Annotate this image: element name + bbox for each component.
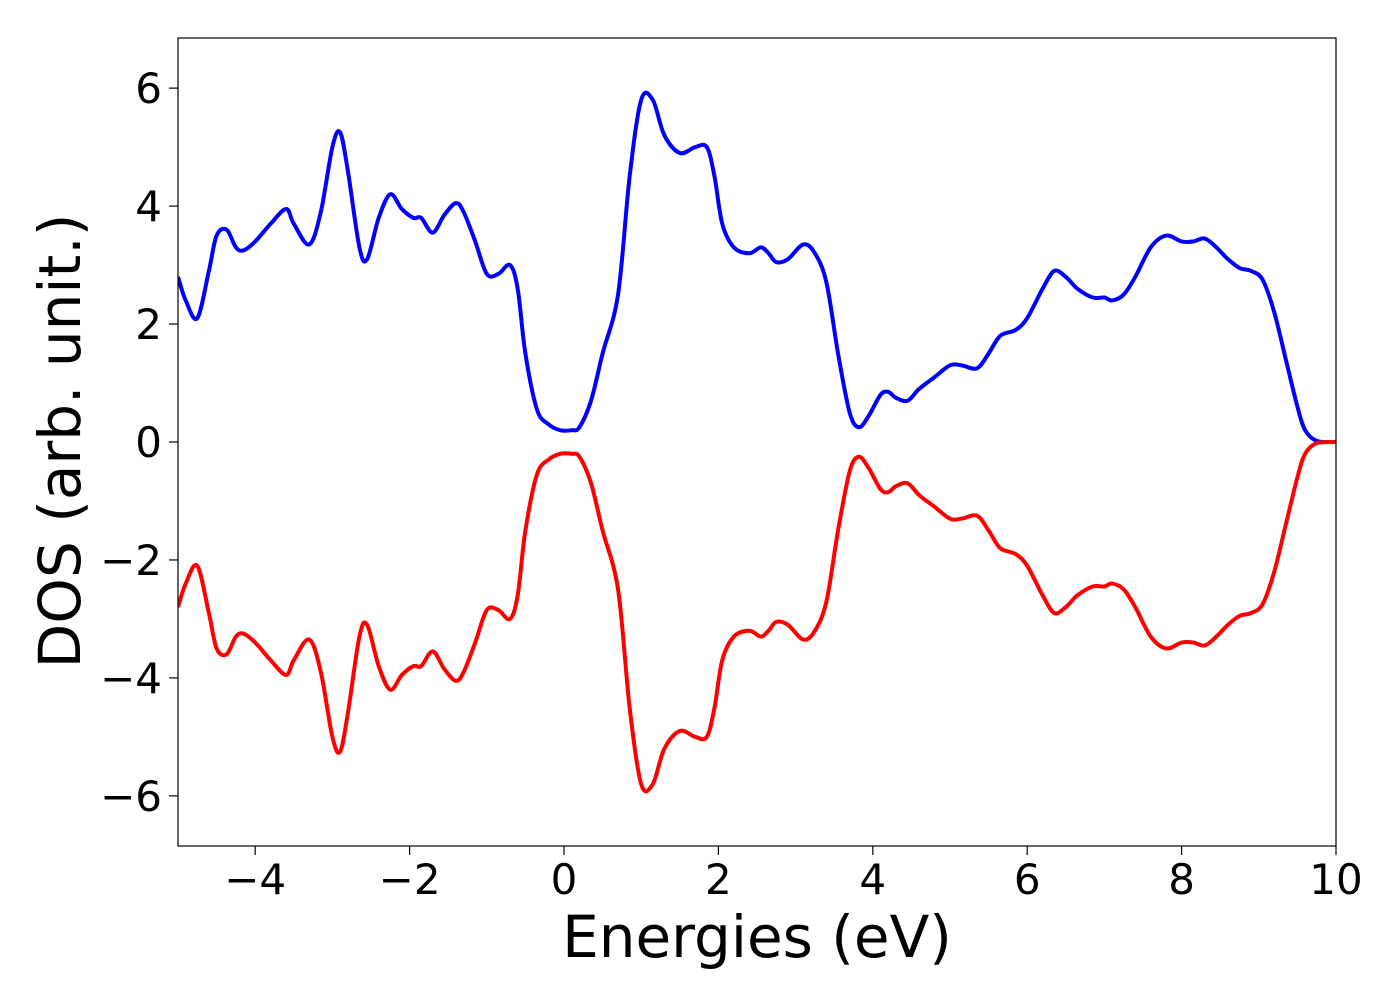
y-tick-label: 0 [135, 418, 162, 467]
x-tick-label: 0 [551, 855, 578, 904]
y-tick-label: −4 [100, 654, 162, 703]
x-tick-label: 8 [1168, 855, 1195, 904]
x-axis-label: Energies (eV) [562, 903, 952, 971]
y-tick-label: −2 [100, 536, 162, 585]
series-line-2 [178, 439, 1336, 794]
series-line-1 [178, 90, 1336, 445]
y-tick-label: −6 [100, 772, 162, 821]
y-tick-label: 2 [135, 300, 162, 349]
x-tick-label: −4 [224, 855, 286, 904]
x-tick-label: 4 [859, 855, 886, 904]
x-tick-label: −2 [379, 855, 441, 904]
y-tick-label: 4 [135, 182, 162, 231]
y-tick-label: 6 [135, 64, 162, 113]
ticks-layer: −4 −2 0 2 4 6 8 10 −6 −4 −2 0 2 4 6 [100, 64, 1363, 904]
series-layer [178, 90, 1336, 794]
x-tick-label: 6 [1014, 855, 1041, 904]
x-tick-label: 2 [705, 855, 732, 904]
y-axis-label: DOS (arb. unit.) [26, 214, 94, 669]
x-tick-label: 10 [1309, 855, 1362, 904]
